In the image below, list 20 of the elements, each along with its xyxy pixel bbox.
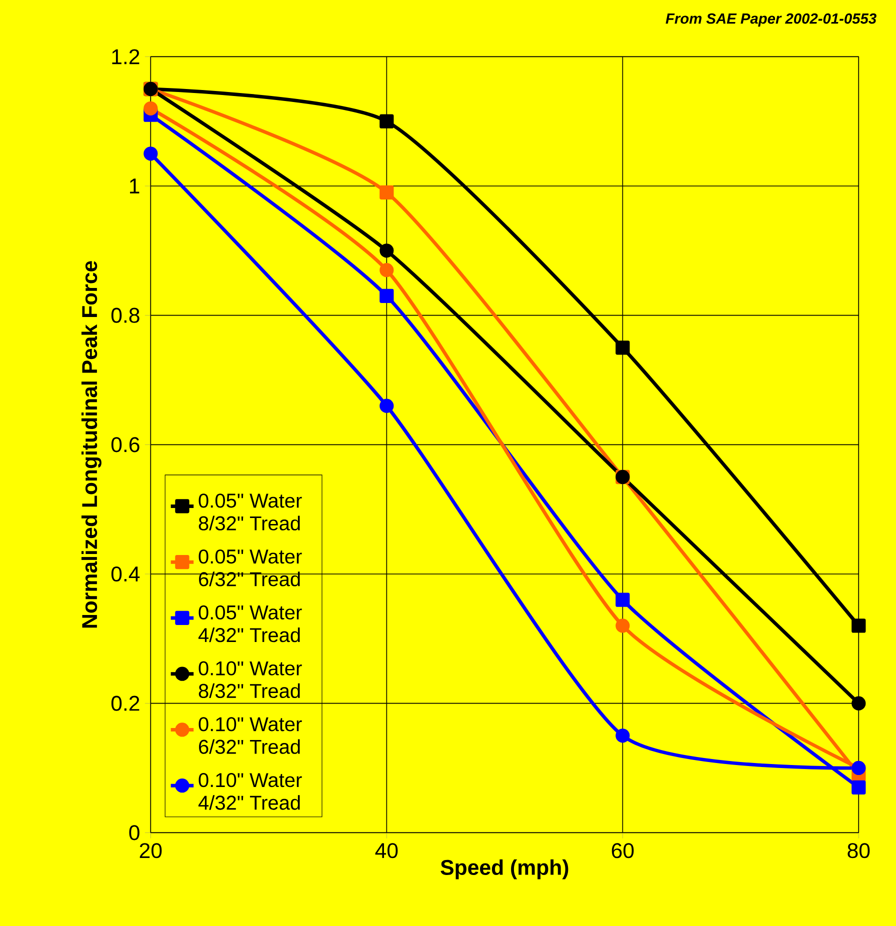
- x-tick-label: 20: [140, 843, 162, 858]
- legend-label: 0.10" Water 4/32" Tread: [198, 772, 302, 810]
- legend-label: 0.05" Water 6/32" Tread: [198, 549, 302, 586]
- y-tick-label: 0.8: [111, 308, 140, 323]
- y-tick-label: 1.2: [112, 49, 140, 64]
- x-axis-title: Speed (mph): [440, 859, 568, 880]
- legend-label: 0.05" Water 8/32" Tread: [198, 494, 302, 530]
- y-tick-label: 0.4: [111, 566, 140, 582]
- legend-label: 0.05" Water 4/32" Tread: [198, 605, 302, 642]
- x-tick-label: 60: [612, 843, 634, 858]
- x-tick-label: 40: [375, 843, 398, 858]
- legend-label: 0.10" Water 8/32" Tread: [198, 661, 302, 698]
- y-tick-label: 0.6: [111, 437, 140, 452]
- x-tick-label: 80: [848, 843, 870, 858]
- y-tick-label: 1: [130, 178, 140, 194]
- y-axis-title: Normalized Longitudinal Peak Force: [81, 261, 102, 628]
- text: From SAE Paper 2002-01-0553: [666, 13, 876, 27]
- y-tick-label: 0: [129, 825, 140, 840]
- legend-label: 0.10" Water 6/32" Tread: [198, 717, 302, 754]
- y-tick-label: 0.2: [111, 696, 140, 711]
